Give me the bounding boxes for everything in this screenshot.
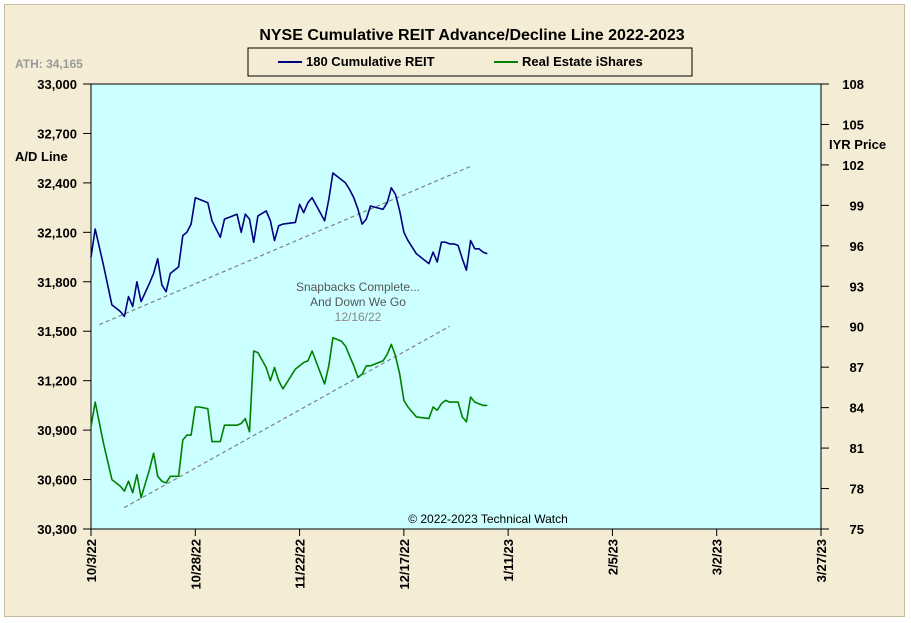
copyright: © 2022-2023 Technical Watch xyxy=(408,512,568,526)
annotation-date: 12/16/22 xyxy=(335,310,382,324)
y-left-tick-label: 30,600 xyxy=(37,473,77,488)
y-left-tick-label: 31,500 xyxy=(37,324,77,339)
x-tick-label: 3/2/23 xyxy=(710,539,725,575)
annotation-line-2: And Down We Go xyxy=(310,295,406,309)
y-right-tick-label: 78 xyxy=(850,482,864,497)
annotation-line-1: Snapbacks Complete... xyxy=(296,280,420,294)
y-right-tick-label: 96 xyxy=(850,239,864,254)
y-axis-left: 30,300 30,600 30,900 31,200 31,500 31,800 32,1… xyxy=(37,77,91,537)
chart-title: NYSE Cumulative REIT Advance/Decline Lin… xyxy=(259,27,684,44)
y-left-tick-label: 31,800 xyxy=(37,275,77,290)
y-left-tick-label: 33,000 xyxy=(37,77,77,92)
x-tick-label: 3/27/23 xyxy=(814,539,829,582)
legend-label-reit: 180 Cumulative REIT xyxy=(306,54,435,69)
x-tick-label: 1/11/23 xyxy=(501,539,516,582)
series-lines xyxy=(90,172,488,499)
ath-label: ATH: 34,165 xyxy=(15,57,83,71)
y-left-tick-label: 32,100 xyxy=(37,225,77,240)
y-right-tick-label: 102 xyxy=(842,158,864,173)
series-line-reit xyxy=(90,172,488,318)
legend-box xyxy=(247,47,693,77)
y-right-tick-label: 75 xyxy=(850,522,864,537)
y-right-tick-label: 90 xyxy=(850,320,864,335)
y-left-tick-label: 32,700 xyxy=(37,126,77,141)
y-axis-left-label: A/D Line xyxy=(15,149,68,164)
series-line-ishares xyxy=(90,336,488,499)
plot-area xyxy=(90,83,822,530)
y-right-tick-label: 84 xyxy=(850,401,865,416)
trendline-1 xyxy=(99,165,471,326)
legend-label-ishares: Real Estate iShares xyxy=(522,54,643,69)
x-tick-label: 11/22/22 xyxy=(293,539,308,589)
y-right-tick-label: 105 xyxy=(842,117,864,132)
y-left-tick-label: 31,200 xyxy=(37,374,77,389)
y-left-tick-label: 32,400 xyxy=(37,176,77,191)
x-tick-label: 10/3/22 xyxy=(84,539,99,582)
y-right-tick-label: 81 xyxy=(850,441,864,456)
y-axis-right-label: IYR Price xyxy=(829,137,886,152)
y-left-tick-label: 30,900 xyxy=(37,423,77,438)
y-left-tick-label: 30,300 xyxy=(37,522,77,537)
x-axis: 10/3/22 10/28/22 11/22/22 12/17/22 1/11/23 2/… xyxy=(84,529,829,590)
y-right-tick-label: 87 xyxy=(850,360,864,375)
x-tick-label: 2/5/23 xyxy=(605,539,620,575)
y-right-tick-label: 99 xyxy=(850,198,864,213)
x-tick-label: 10/28/22 xyxy=(188,539,203,590)
y-right-tick-label: 108 xyxy=(842,77,864,92)
x-tick-label: 12/17/22 xyxy=(397,539,412,590)
y-right-tick-label: 93 xyxy=(850,279,864,294)
y-axis-right: 75 78 81 84 87 90 93 96 99 102 105 108 xyxy=(821,77,865,537)
